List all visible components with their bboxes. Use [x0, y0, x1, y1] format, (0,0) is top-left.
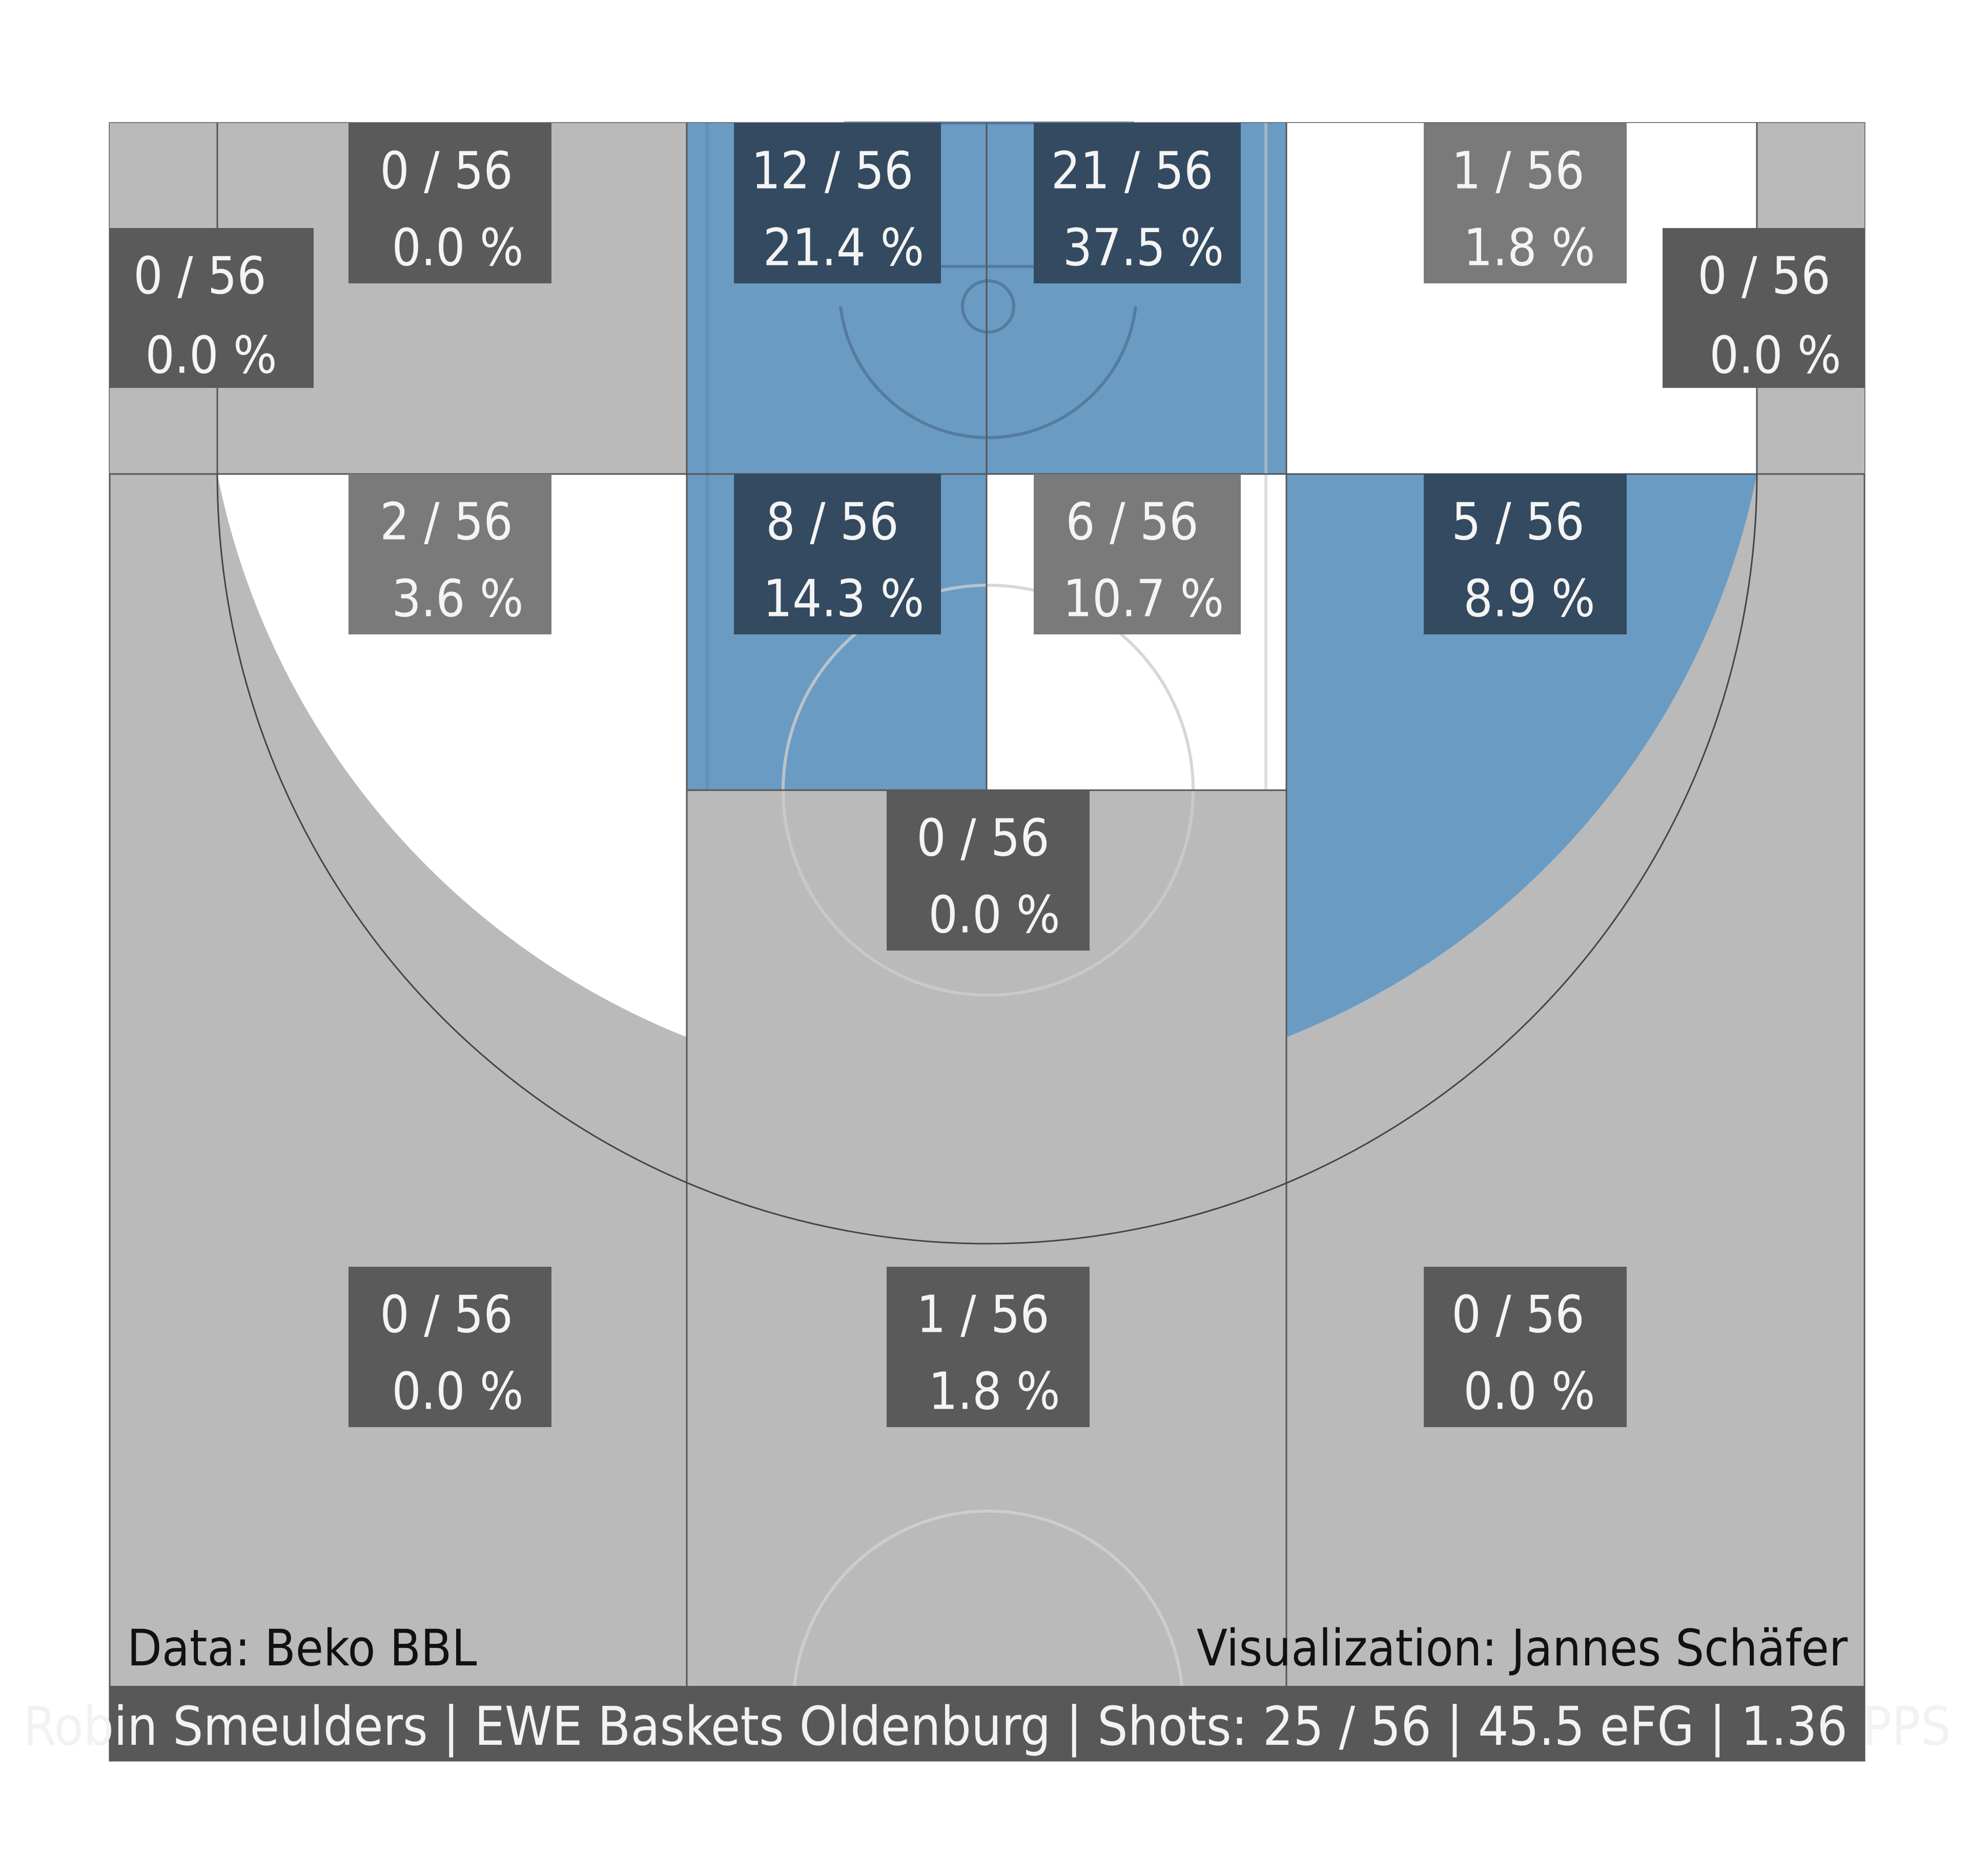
svg-text:0.0 %: 0.0 % — [1463, 1361, 1595, 1421]
center-circle-arc — [793, 1510, 1183, 1686]
svg-text:8.9 %: 8.9 % — [1463, 568, 1595, 628]
zone-left-wing-two — [217, 474, 687, 1037]
label-center-three: 1 / 56 1.8 % — [887, 1267, 1090, 1427]
label-left-three: 0 / 56 0.0 % — [349, 1267, 551, 1427]
label-paint-right: 21 / 56 37.5 % — [1034, 123, 1241, 283]
data-credit: Data: Beko BBL — [127, 1619, 477, 1678]
svg-text:3.6 %: 3.6 % — [392, 568, 523, 628]
svg-text:0.0 %: 0.0 % — [1709, 325, 1841, 385]
zone-right-wing-two — [1286, 474, 1757, 1037]
label-right-wing-two: 5 / 56 8.9 % — [1424, 474, 1627, 634]
label-paint-top-right: 6 / 56 10.7 % — [1034, 474, 1241, 634]
svg-text:0 / 56: 0 / 56 — [380, 140, 513, 200]
svg-text:0 / 56: 0 / 56 — [1697, 245, 1830, 305]
svg-text:0 / 56: 0 / 56 — [380, 1284, 513, 1344]
svg-text:6 / 56: 6 / 56 — [1066, 491, 1198, 551]
label-right-three: 0 / 56 0.0 % — [1424, 1267, 1627, 1427]
svg-text:1.8 %: 1.8 % — [928, 1361, 1060, 1421]
svg-text:0 / 56: 0 / 56 — [133, 245, 266, 305]
svg-text:0.0 %: 0.0 % — [392, 1361, 523, 1421]
restricted-area-arc — [839, 306, 1137, 439]
svg-text:2 / 56: 2 / 56 — [380, 491, 513, 551]
svg-text:0.0 %: 0.0 % — [145, 325, 277, 385]
rim — [961, 279, 1015, 334]
svg-text:0.0 %: 0.0 % — [928, 884, 1060, 944]
court-lines — [110, 121, 1864, 1686]
zone-labels: 0 / 56 0.0 % 0 / 56 0.0 % 12 / 56 21.4 %… — [110, 123, 1864, 1427]
label-left-corner-three: 0 / 56 0.0 % — [110, 228, 314, 388]
svg-text:0.0 %: 0.0 % — [392, 217, 523, 277]
svg-text:8 / 56: 8 / 56 — [766, 491, 898, 551]
svg-text:14.3 %: 14.3 % — [763, 568, 924, 628]
svg-text:5 / 56: 5 / 56 — [1451, 491, 1584, 551]
three-point-arc — [216, 473, 1758, 1245]
svg-text:37.5 %: 37.5 % — [1063, 217, 1224, 277]
visualization-credit: Visualization: Jannes Schäfer — [1197, 1619, 1848, 1678]
label-paint-left: 12 / 56 21.4 % — [734, 123, 941, 283]
svg-text:1 / 56: 1 / 56 — [1451, 140, 1584, 200]
footer-summary: Robin Smeulders | EWE Baskets Oldenburg … — [23, 1695, 1951, 1758]
svg-text:1 / 56: 1 / 56 — [916, 1284, 1049, 1344]
label-right-baseline-two: 1 / 56 1.8 % — [1424, 123, 1627, 283]
label-left-wing-two: 2 / 56 3.6 % — [349, 474, 551, 634]
label-right-corner-three: 0 / 56 0.0 % — [1663, 228, 1864, 388]
label-top-key-two: 0 / 56 0.0 % — [887, 790, 1090, 951]
svg-text:12 / 56: 12 / 56 — [751, 140, 913, 200]
svg-text:0 / 56: 0 / 56 — [916, 808, 1049, 868]
svg-text:21 / 56: 21 / 56 — [1051, 140, 1213, 200]
footer-bar — [110, 1686, 1864, 1761]
svg-text:21.4 %: 21.4 % — [763, 217, 924, 277]
label-paint-top-left: 8 / 56 14.3 % — [734, 474, 941, 634]
svg-text:10.7 %: 10.7 % — [1063, 568, 1224, 628]
label-left-baseline-two: 0 / 56 0.0 % — [349, 123, 551, 283]
svg-text:1.8 %: 1.8 % — [1463, 217, 1595, 277]
svg-text:0 / 56: 0 / 56 — [1451, 1284, 1584, 1344]
